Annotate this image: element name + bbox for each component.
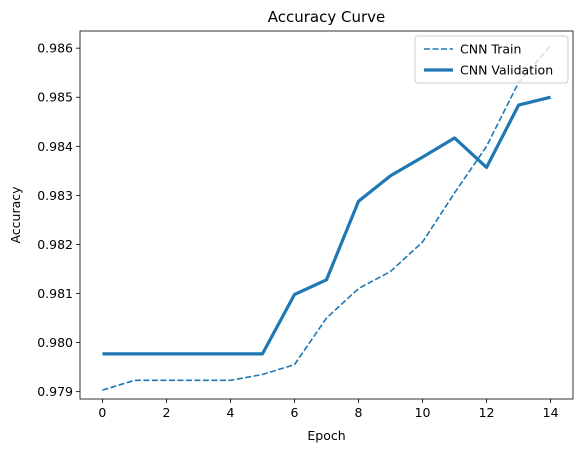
- validation-series-line: [102, 95, 551, 356]
- chart-title: Accuracy Curve: [268, 8, 386, 26]
- y-tick-label: 0.986: [37, 41, 73, 56]
- x-tick-label: 4: [226, 405, 234, 420]
- y-axis: 0.979 0.980 0.981 0.982 0.983 0.984 0.985 0.986: [37, 41, 80, 399]
- x-axis: 0 2 4 6 8 10 12 14: [98, 399, 559, 420]
- y-tick-label: 0.982: [37, 237, 73, 252]
- y-tick-label: 0.979: [37, 384, 73, 399]
- x-tick-label: 2: [162, 405, 170, 420]
- legend: CNN Train CNN Validation: [414, 35, 569, 84]
- legend-label: CNN Validation: [460, 63, 553, 78]
- x-tick-label: 6: [291, 405, 299, 420]
- y-tick-label: 0.980: [37, 335, 73, 350]
- y-tick-label: 0.984: [37, 139, 73, 154]
- y-tick-label: 0.983: [37, 188, 73, 203]
- x-tick-label: 8: [355, 405, 363, 420]
- y-axis-title: Accuracy: [8, 186, 23, 244]
- plot-frame: [79, 30, 574, 400]
- y-tick-label: 0.981: [37, 286, 73, 301]
- legend-label: CNN Train: [460, 42, 521, 57]
- x-tick-label: 12: [479, 405, 495, 420]
- legend-box: [414, 35, 569, 84]
- train-series-line: [102, 45, 552, 391]
- x-tick-label: 14: [543, 405, 559, 420]
- series-layer: [102, 45, 552, 391]
- x-tick-label: 10: [415, 405, 431, 420]
- y-tick-label: 0.985: [37, 90, 73, 105]
- x-tick-label: 0: [98, 405, 106, 420]
- x-axis-title: Epoch: [307, 428, 345, 443]
